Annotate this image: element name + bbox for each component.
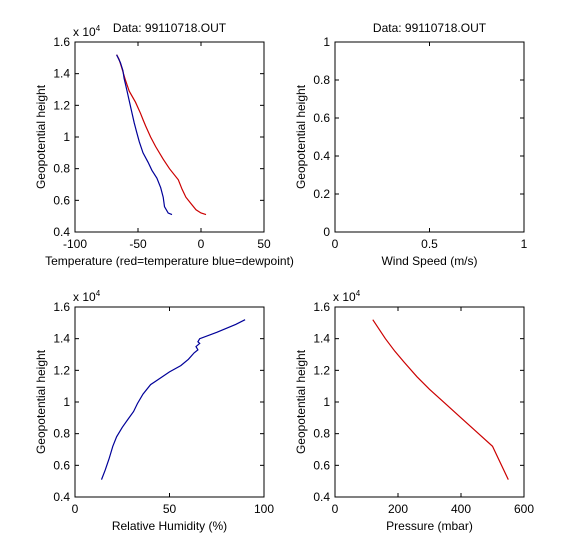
x-tick-label: 600: [514, 502, 534, 516]
y-tick-label: 1.4: [313, 332, 330, 346]
plot-area: [334, 41, 525, 233]
x-tick-label: -100: [63, 237, 87, 251]
y-tick-label: 1.6: [53, 300, 70, 314]
chart-title: Data: 99110718.OUT: [113, 21, 227, 35]
x-tick-label: 0: [72, 502, 79, 516]
y-tick-label: 0.6: [53, 193, 70, 207]
axis-exponent: x 104: [73, 289, 101, 304]
y-tick-label: 0.8: [313, 73, 330, 87]
y-tick-label: 0: [323, 225, 330, 239]
y-tick-label: 1: [63, 130, 70, 144]
y-tick-label: 0.8: [53, 427, 70, 441]
series-line-temperature: [116, 54, 207, 216]
axis-exponent: x 104: [333, 289, 361, 304]
x-axis-label: Temperature (red=temperature blue=dewpoi…: [45, 254, 294, 268]
x-axis-label: Wind Speed (m/s): [381, 254, 477, 268]
y-tick-label: 1.4: [53, 332, 70, 346]
y-tick-label: 0.4: [313, 490, 330, 504]
axis-exponent: x 104: [73, 24, 101, 39]
y-tick-label: 1.6: [53, 35, 70, 49]
y-axis-label: Geopotential height: [34, 349, 48, 454]
x-tick-label: 50: [257, 237, 271, 251]
plot-area: [74, 41, 265, 233]
x-tick-label: 100: [254, 502, 274, 516]
y-tick-label: 1.2: [313, 363, 330, 377]
y-axis-label: Geopotential height: [294, 84, 308, 189]
y-tick-label: 0.8: [53, 162, 70, 176]
plot-area: [74, 306, 265, 498]
x-tick-label: 0: [332, 502, 339, 516]
y-tick-label: 0.6: [53, 458, 70, 472]
chart-rh: 0 50 100 0.4 0.6 0.8 1 1.2 1.4 1.6x 104 Relative H…: [34, 289, 274, 533]
x-tick-label: 0.5: [421, 237, 438, 251]
x-tick-label: -50: [129, 237, 147, 251]
plot-area: [334, 306, 525, 498]
x-axis-label: Pressure (mbar): [386, 519, 473, 533]
x-tick-label: 400: [451, 502, 471, 516]
y-axis-label: Geopotential height: [294, 349, 308, 454]
y-tick-label: 0.4: [53, 225, 70, 239]
y-axis-label: Geopotential height: [34, 84, 48, 189]
y-tick-label: 1.2: [53, 363, 70, 377]
chart-pres: 0 200 400 600 0.4 0.6 0.8 1 1.2 1.4 1.6x 104 Pressu…: [294, 289, 534, 533]
series-line-relative-humidity: [100, 319, 246, 480]
y-tick-label: 1: [323, 35, 330, 49]
y-tick-label: 0.4: [313, 149, 330, 163]
x-tick-label: 50: [163, 502, 177, 516]
y-tick-label: 0.6: [313, 111, 330, 125]
chart-wind: 0 0.5 1 0 0.2 0.4 0.6 0.8 1 Data: 99110718.OUT Win…: [294, 21, 528, 268]
chart-temp: -100 -50 0 50 0.4 0.6 0.8 1 1.2 1.4 1.6x 104 Data: …: [34, 21, 294, 268]
x-tick-label: 1: [521, 237, 528, 251]
y-tick-label: 1: [323, 395, 330, 409]
y-tick-label: 1: [63, 395, 70, 409]
y-tick-label: 0.8: [313, 427, 330, 441]
y-tick-label: 0.2: [313, 187, 330, 201]
y-tick-label: 1.6: [313, 300, 330, 314]
x-axis-label: Relative Humidity (%): [112, 519, 227, 533]
y-tick-label: 1.2: [53, 98, 70, 112]
x-tick-label: 0: [332, 237, 339, 251]
chart-title: Data: 99110718.OUT: [373, 21, 487, 35]
y-tick-label: 0.4: [53, 490, 70, 504]
series-line-pressure: [372, 319, 509, 480]
y-tick-label: 1.4: [53, 67, 70, 81]
x-tick-label: 0: [198, 237, 205, 251]
y-tick-label: 0.6: [313, 458, 330, 472]
x-tick-label: 200: [388, 502, 408, 516]
series-line-dewpoint: [116, 54, 173, 216]
